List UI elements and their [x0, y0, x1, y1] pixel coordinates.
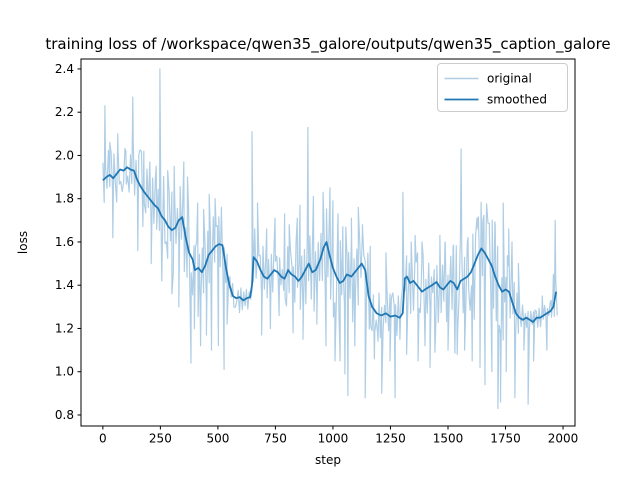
- axis-ticks: 0 250 500 750 1000 1250 1500 1750 2000 0.8 1.0 1.2 1…: [55, 62, 578, 446]
- y-tick-label: 2.0: [55, 148, 74, 162]
- y-tick-label: 1.6: [55, 235, 74, 249]
- legend-label-original: original: [487, 72, 532, 86]
- y-tick-label: 1.2: [55, 321, 74, 335]
- series-group: [102, 68, 558, 410]
- chart-title: training loss of /workspace/qwen35_galor…: [45, 35, 610, 54]
- x-tick-label: 0: [99, 432, 107, 446]
- legend-label-smoothed: smoothed: [487, 93, 547, 107]
- x-tick-label: 1500: [433, 432, 464, 446]
- x-tick-label: 250: [149, 432, 172, 446]
- y-tick-label: 2.4: [55, 62, 74, 76]
- x-tick-label: 750: [264, 432, 287, 446]
- y-tick-label: 0.8: [55, 408, 74, 422]
- x-tick-label: 1000: [318, 432, 349, 446]
- x-tick-label: 500: [206, 432, 229, 446]
- y-tick-label: 1.4: [55, 278, 74, 292]
- x-tick-label: 1250: [375, 432, 406, 446]
- x-tick-label: 1750: [490, 432, 521, 446]
- legend: original smoothed: [437, 63, 568, 112]
- y-axis-label: loss: [16, 231, 30, 254]
- x-tick-label: 2000: [548, 432, 579, 446]
- smoothed-series-line: [102, 166, 557, 323]
- y-tick-label: 2.2: [55, 105, 74, 119]
- axes-spines: [80, 58, 576, 427]
- x-axis-label: step: [315, 453, 341, 467]
- y-tick-label: 1.0: [55, 365, 74, 379]
- y-tick-label: 1.8: [55, 192, 74, 206]
